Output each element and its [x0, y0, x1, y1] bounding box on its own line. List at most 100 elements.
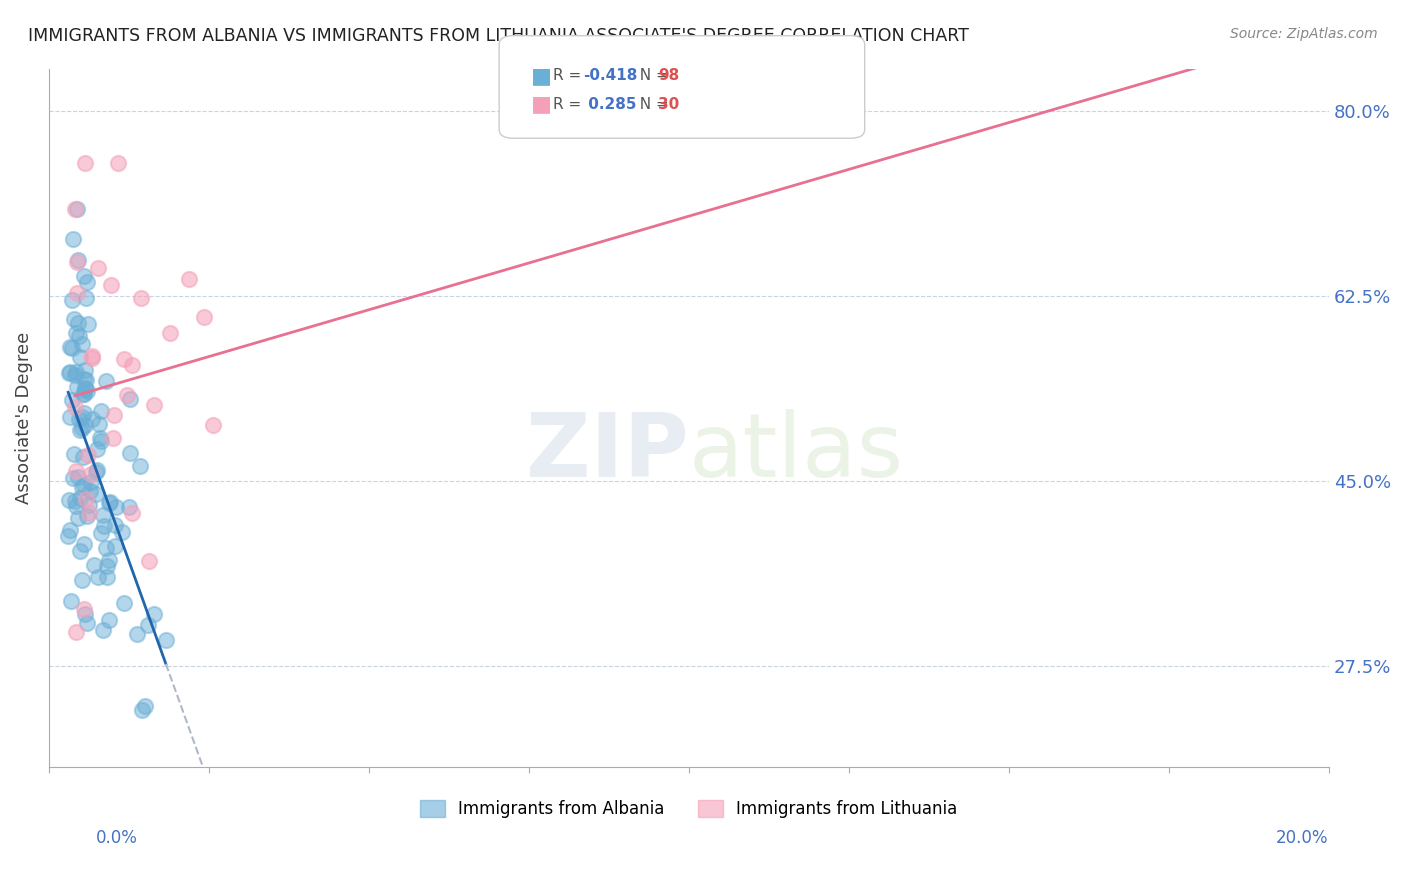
Albania — [63, 311, 86, 326]
Albania — [65, 365, 87, 379]
Lithuania — [65, 465, 87, 479]
Albania — [86, 487, 108, 501]
Lithuania — [100, 277, 122, 292]
Albania — [90, 526, 112, 541]
Albania — [97, 613, 120, 627]
Y-axis label: Associate's Degree: Associate's Degree — [15, 332, 32, 504]
Albania — [73, 417, 96, 432]
Albania — [73, 381, 96, 395]
Albania — [59, 365, 82, 379]
Albania — [80, 475, 103, 489]
Albania — [73, 536, 96, 550]
Albania — [59, 341, 82, 355]
Lithuania — [63, 401, 86, 415]
Albania — [60, 342, 83, 356]
Lithuania — [112, 352, 135, 367]
Albania — [63, 494, 86, 508]
Text: 0.285: 0.285 — [583, 97, 637, 112]
Albania — [62, 232, 84, 246]
Text: ■: ■ — [531, 66, 553, 86]
Lithuania — [63, 202, 86, 216]
Albania — [70, 574, 93, 588]
Albania — [66, 202, 89, 216]
Albania — [75, 291, 97, 305]
Lithuania — [201, 418, 224, 433]
Lithuania — [66, 286, 89, 301]
Albania — [70, 336, 93, 351]
Albania — [125, 626, 148, 640]
Albania — [80, 412, 103, 426]
Albania — [73, 607, 96, 622]
Text: 0.0%: 0.0% — [96, 829, 138, 847]
Albania — [75, 373, 97, 387]
Lithuania — [101, 431, 124, 445]
Albania — [118, 392, 141, 406]
Legend: Immigrants from Albania, Immigrants from Lithuania: Immigrants from Albania, Immigrants from… — [413, 793, 965, 824]
Albania — [84, 465, 107, 479]
Lithuania — [65, 625, 87, 640]
Albania — [76, 508, 98, 523]
Albania — [73, 386, 96, 401]
Albania — [97, 552, 120, 566]
Text: Source: ZipAtlas.com: Source: ZipAtlas.com — [1230, 27, 1378, 41]
Lithuania — [75, 491, 97, 506]
Albania — [65, 500, 87, 514]
Lithuania — [121, 358, 143, 372]
Albania — [110, 524, 132, 539]
Albania — [62, 471, 84, 485]
Albania — [75, 363, 97, 377]
Albania — [69, 351, 91, 365]
Albania — [76, 616, 98, 631]
Albania — [118, 500, 141, 514]
Albania — [58, 523, 80, 537]
Lithuania — [107, 156, 129, 170]
Albania — [89, 404, 111, 418]
Albania — [72, 386, 94, 401]
Albania — [69, 544, 91, 558]
Albania — [77, 498, 100, 512]
Albania — [60, 393, 83, 408]
Albania — [67, 511, 90, 525]
Albania — [63, 446, 86, 460]
Lithuania — [117, 388, 139, 402]
Lithuania — [79, 506, 101, 520]
Albania — [134, 699, 156, 714]
Text: 20.0%: 20.0% — [1277, 829, 1329, 847]
Albania — [66, 253, 89, 268]
Albania — [58, 493, 80, 508]
Albania — [155, 633, 177, 648]
Albania — [98, 495, 121, 509]
Albania — [59, 409, 82, 424]
Albania — [96, 570, 118, 584]
Lithuania — [159, 326, 181, 340]
Text: N =: N = — [630, 97, 673, 112]
Albania — [118, 445, 141, 459]
Lithuania — [82, 351, 104, 365]
Lithuania — [193, 310, 215, 324]
Albania — [86, 570, 108, 584]
Lithuania — [80, 467, 103, 481]
Text: ZIP: ZIP — [526, 409, 689, 496]
Albania — [67, 411, 90, 425]
Albania — [112, 596, 135, 610]
Albania — [91, 623, 114, 637]
Albania — [104, 539, 127, 553]
Lithuania — [73, 602, 96, 616]
Albania — [75, 383, 97, 397]
Text: atlas: atlas — [689, 409, 904, 496]
Albania — [89, 431, 111, 445]
Albania — [58, 529, 80, 543]
Text: 98: 98 — [658, 69, 679, 83]
Albania — [98, 495, 121, 509]
Text: R =: R = — [553, 69, 586, 83]
Albania — [136, 618, 159, 632]
Albania — [66, 380, 89, 394]
Lithuania — [138, 554, 160, 568]
Albania — [58, 366, 80, 380]
Albania — [93, 519, 115, 533]
Lithuania — [66, 254, 89, 268]
Albania — [63, 368, 86, 382]
Albania — [142, 607, 165, 621]
Text: 30: 30 — [658, 97, 679, 112]
Albania — [70, 421, 93, 435]
